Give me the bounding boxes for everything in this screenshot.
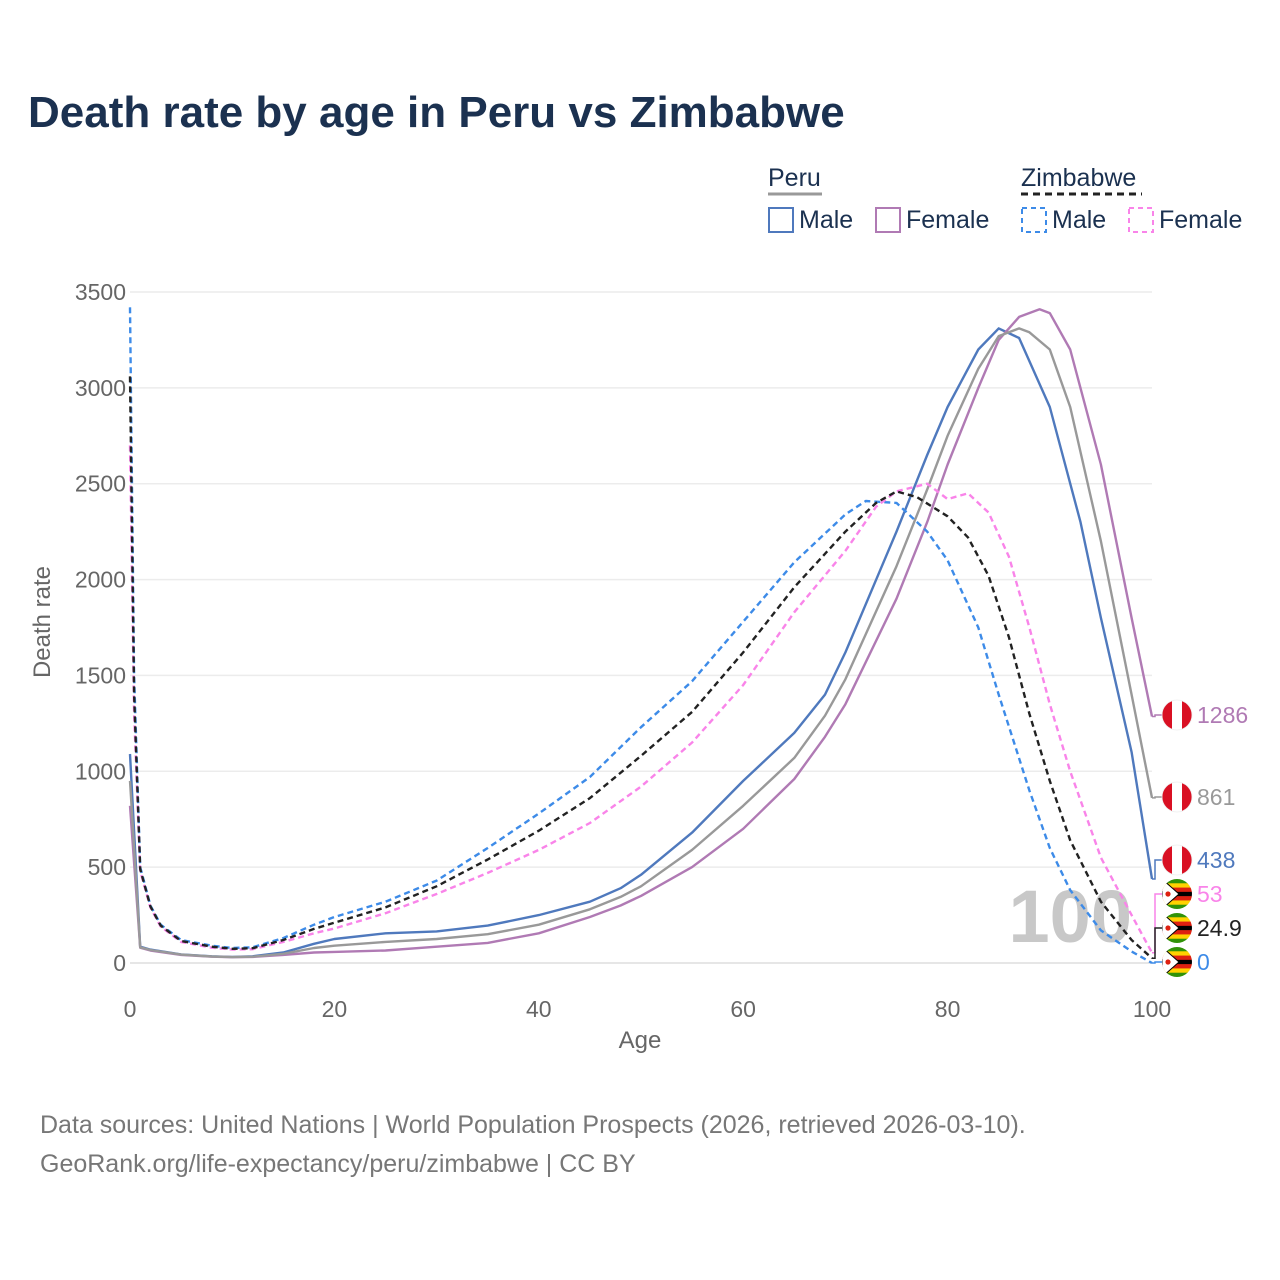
chart-title: Death rate by age in Peru vs Zimbabwe	[28, 88, 845, 137]
y-axis-label: Death rate	[29, 566, 56, 678]
series-line-peru-female	[128, 308, 1154, 959]
x-axis-label: Age	[619, 1027, 662, 1054]
peru-flag-icon	[1161, 699, 1193, 731]
y-tick-label: 0	[113, 950, 126, 976]
y-tick-label: 3000	[75, 375, 126, 401]
end-connector	[1152, 893, 1163, 954]
end-labels: 438 1286 861 0 53 24.9	[1152, 699, 1248, 977]
legend-group-zimbabwe: Zimbabwe	[1021, 164, 1136, 192]
y-tick-label: 1500	[75, 662, 126, 688]
zimbabwe-flag-icon	[1162, 913, 1192, 943]
series-line-peru-male	[128, 327, 1154, 959]
series-lines	[128, 307, 1154, 965]
footer-sources: Data sources: United Nations | World Pop…	[40, 1111, 1026, 1139]
y-tick-label: 2000	[75, 567, 126, 593]
legend-zim-male-swatch	[1021, 207, 1047, 233]
end-value-label: 861	[1197, 784, 1235, 810]
end-value-label: 53	[1197, 881, 1223, 907]
zimbabwe-flag-icon	[1162, 947, 1192, 977]
legend-group-peru: Peru	[768, 164, 821, 192]
x-tick-label: 100	[1133, 996, 1171, 1022]
legend-peru-male-label: Male	[799, 206, 853, 234]
y-tick-label: 3500	[75, 279, 126, 305]
x-tick-label: 0	[124, 996, 137, 1022]
end-connector	[1152, 859, 1163, 880]
end-value-label: 24.9	[1197, 915, 1242, 941]
end-connector	[1152, 796, 1163, 799]
peru-flag-icon	[1161, 781, 1193, 813]
y-tick-label: 1000	[75, 758, 126, 784]
legend-peru-female-label: Female	[906, 206, 989, 234]
x-tick-label: 80	[935, 996, 961, 1022]
end-value-label: 1286	[1197, 702, 1248, 728]
x-tick-label: 60	[730, 996, 756, 1022]
legend: Peru Male Female Zimbabwe Male Female	[768, 164, 1242, 234]
series-line-zimbabwe-female	[128, 445, 1154, 954]
peru-flag-icon	[1161, 844, 1193, 876]
end-connector	[1152, 714, 1163, 718]
legend-peru-male-swatch	[768, 207, 794, 233]
legend-peru-female-swatch	[875, 207, 901, 233]
x-tick-labels: 0 20 40 60 80 100	[124, 996, 1172, 1022]
zimbabwe-flag-icon	[1162, 879, 1192, 909]
series-line-zimbabwe-male	[128, 307, 1153, 965]
x-tick-label: 40	[526, 996, 552, 1022]
footer: Data sources: United Nations | World Pop…	[40, 1106, 1026, 1184]
series-line-zimbabwe-total	[128, 376, 1153, 960]
legend-zim-female-swatch	[1128, 207, 1154, 233]
y-tick-labels: 0 500 1000 1500 2000 2500 3000 3500	[75, 279, 126, 976]
grid-lines	[130, 291, 1152, 964]
series-line-peru-total	[128, 327, 1154, 959]
end-value-label: 0	[1197, 949, 1210, 975]
end-connector	[1152, 961, 1163, 964]
legend-zim-female-label: Female	[1159, 206, 1242, 234]
end-connector	[1152, 927, 1163, 959]
footer-attribution: GeoRank.org/life-expectancy/peru/zimbabw…	[40, 1150, 636, 1178]
end-value-label: 438	[1197, 847, 1235, 873]
legend-zim-male-label: Male	[1052, 206, 1106, 234]
y-tick-label: 500	[88, 854, 126, 880]
y-tick-label: 2500	[75, 471, 126, 497]
x-tick-label: 20	[322, 996, 348, 1022]
